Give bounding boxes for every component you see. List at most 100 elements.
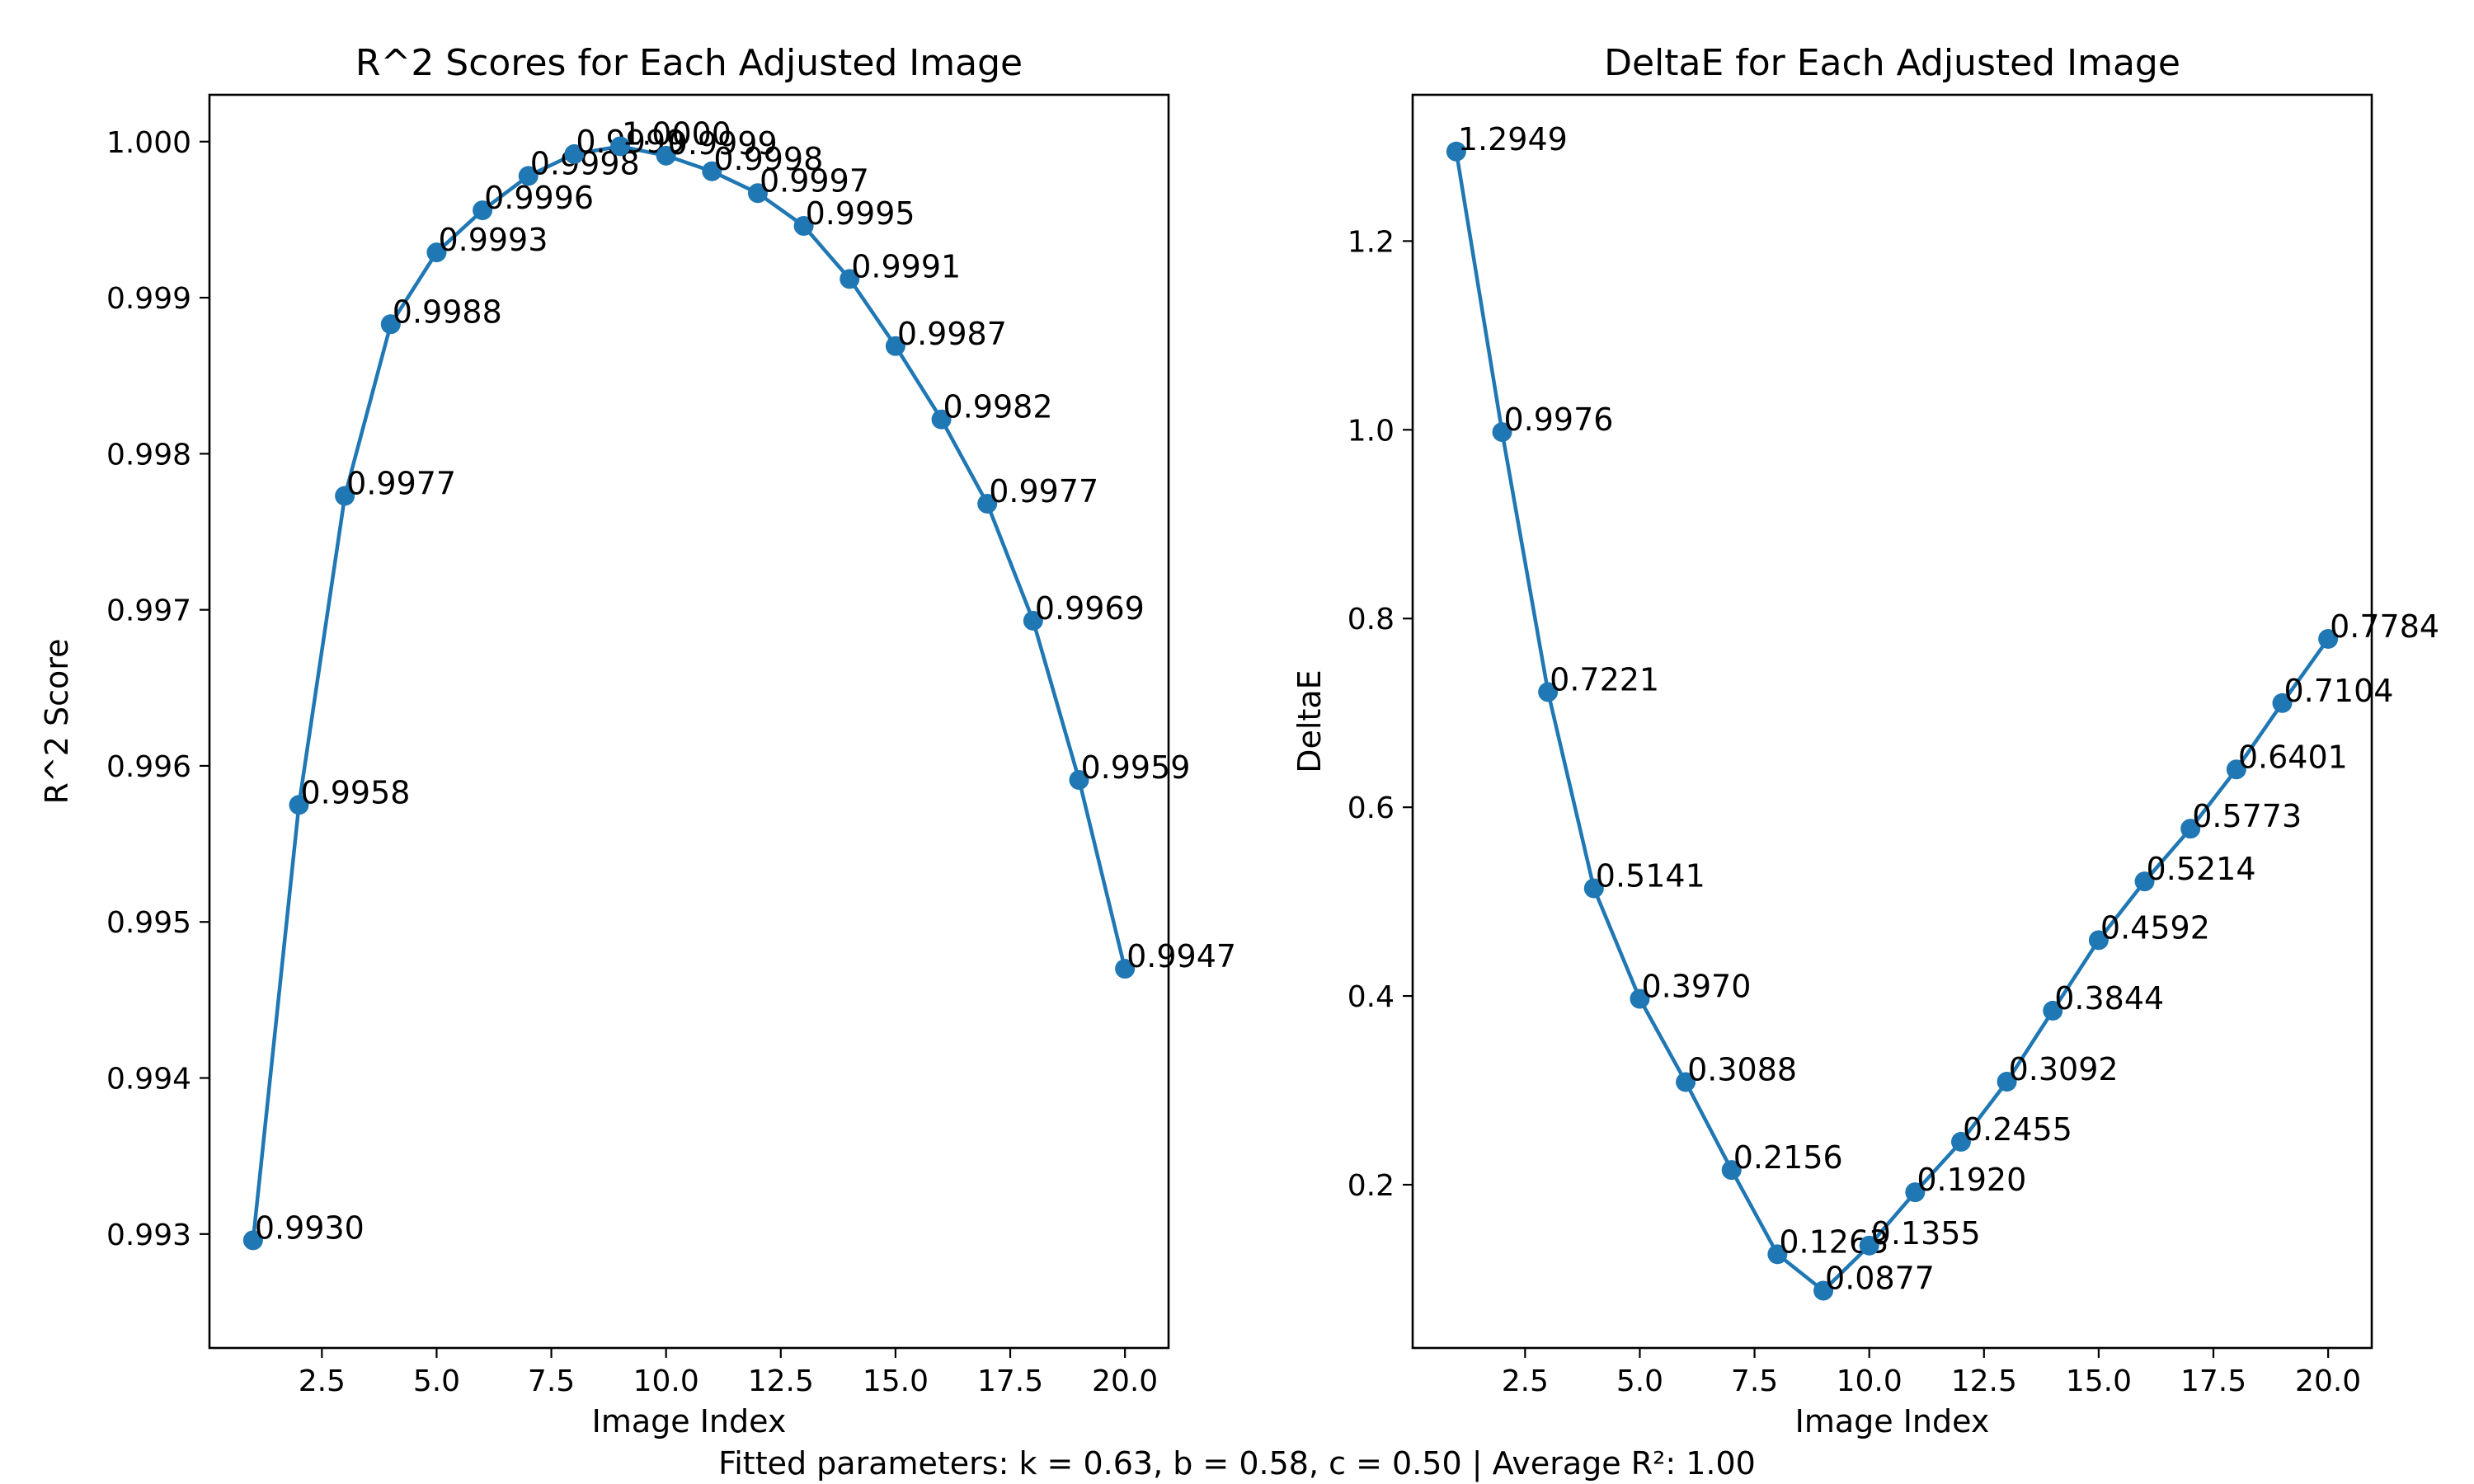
deltae-data-point [2088,930,2109,951]
r2-data-label: 0.9977 [989,473,1098,510]
r2-data-label: 0.9987 [897,316,1007,352]
r2-y-tick-label: 0.994 [106,1063,191,1097]
deltae-data-point [1583,878,1604,899]
deltae-data-label: 0.5214 [2147,851,2256,887]
deltae-data-label: 0.4592 [2100,909,2210,946]
r2-data-point [242,1230,263,1251]
r2-y-tick-label: 0.998 [106,438,191,472]
r2-data-point [564,143,585,164]
r2-chart-panel: R^2 Scores for Each Adjusted Image 2.5 5.0… [39,42,1236,1439]
r2-data-point [977,493,998,514]
r2-data-point [380,314,401,335]
deltae-x-tick-label: 15.0 [2066,1364,2132,1398]
deltae-y-axis-label: DeltaE [1291,669,1328,773]
deltae-data-label: 0.2455 [1963,1111,2072,1148]
r2-y-tick-label: 0.996 [106,750,191,784]
r2-data-label: 1.0000 [622,115,731,152]
r2-x-tick-label: 2.5 [299,1364,346,1398]
deltae-data-point [1630,989,1650,1009]
deltae-data-point [1950,1131,1971,1152]
deltae-data-point [2226,759,2246,780]
deltae-data-point [2043,1000,2063,1021]
deltae-data-label: 0.7104 [2284,673,2393,709]
deltae-y-tick-label: 0.8 [1348,603,1395,636]
r2-data-point [1115,959,1136,979]
r2-y-axis-label: R^2 Score [39,639,75,805]
r2-data-label: 0.9991 [851,248,961,284]
r2-x-tick-label: 15.0 [863,1364,929,1398]
deltae-data-point [1767,1244,1788,1265]
deltae-data-label: 0.0877 [1825,1261,1935,1297]
deltae-data-point [2180,819,2201,839]
deltae-data-label: 0.3970 [1641,969,1751,1005]
r2-data-label: 0.9947 [1126,938,1236,974]
r2-data-point [473,200,493,221]
r2-data-label: 0.9930 [255,1209,365,1246]
r2-data-label: 0.9999 [668,125,778,162]
deltae-data-point [1446,141,1466,162]
r2-data-label: 0.9988 [393,294,502,330]
deltae-y-tick-label: 0.6 [1348,791,1395,825]
r2-data-point [885,336,905,356]
deltae-data-point [1859,1235,1879,1256]
r2-data-point [610,136,631,157]
deltae-x-tick-label: 17.5 [2180,1364,2246,1398]
r2-data-label: 0.9995 [806,195,915,232]
deltae-x-tick-label: 2.5 [1502,1364,1549,1398]
r2-data-label: 0.9996 [484,180,594,216]
r2-chart-title: R^2 Scores for Each Adjusted Image [355,42,1023,84]
r2-y-tick-label: 0.997 [106,594,191,628]
deltae-x-tick-label: 10.0 [1837,1364,1903,1398]
r2-data-point [747,183,768,204]
r2-data-point [335,486,355,506]
deltae-data-point [1813,1280,1834,1301]
deltae-data-point [1721,1160,1742,1181]
r2-data-label: 0.9977 [346,465,456,501]
r2-data-point [931,409,952,430]
deltae-y-tick-label: 1.0 [1348,414,1395,448]
deltae-data-label: 0.3088 [1687,1051,1797,1087]
r2-y-tick-label: 0.999 [106,282,191,316]
fitted-parameters-caption: Fitted parameters: k = 0.63, b = 0.58, c… [718,1445,1756,1482]
deltae-data-point [2272,693,2293,713]
r2-y-tick-label: 0.995 [106,906,191,940]
deltae-data-label: 1.2949 [1458,121,1568,157]
deltae-data-point [2134,871,2155,892]
r2-data-label: 0.9998 [713,141,823,177]
deltae-data-label: 0.3844 [2054,980,2164,1017]
r2-series-line [251,144,1127,1241]
r2-x-tick-label: 10.0 [633,1364,699,1398]
r2-data-label: 0.9997 [760,162,869,199]
r2-data-label: 0.9969 [1035,590,1145,627]
r2-x-tick-label: 20.0 [1092,1364,1158,1398]
deltae-y-tick-label: 0.2 [1348,1169,1395,1203]
deltae-data-label: 0.5141 [1596,857,1705,894]
deltae-x-axis-label: Image Index [1795,1403,1990,1439]
deltae-data-point [2318,628,2339,649]
r2-y-tick-label: 1.000 [106,126,191,160]
deltae-data-label: 0.1355 [1871,1215,1981,1252]
r2-x-tick-label: 7.5 [528,1364,575,1398]
r2-data-label: 0.9959 [1080,749,1190,786]
r2-x-tick-label: 12.5 [748,1364,814,1398]
deltae-data-label: 0.9976 [1504,402,1614,438]
deltae-data-point [1492,422,1512,443]
deltae-data-label: 0.1920 [1917,1162,2026,1198]
deltae-x-tick-label: 12.5 [1951,1364,2017,1398]
deltae-data-point [1538,682,1559,702]
deltae-x-tick-label: 7.5 [1731,1364,1778,1398]
r2-data-point [702,161,722,181]
deltae-data-label: 0.7221 [1550,661,1659,697]
deltae-y-tick-label: 0.4 [1348,980,1395,1014]
deltae-data-label: 0.7784 [2330,608,2439,645]
deltae-data-label: 0.3092 [2009,1051,2119,1087]
deltae-data-point [1905,1182,1926,1203]
deltae-chart-title: DeltaE for Each Adjusted Image [1604,42,2180,84]
deltae-series-line [1454,151,2330,1293]
r2-data-label: 0.9982 [943,389,1053,425]
deltae-chart-panel: DeltaE for Each Adjusted Image 2.5 5.0 7.5 1… [1291,42,2439,1439]
deltae-data-point [1997,1072,2017,1092]
r2-x-tick-label: 17.5 [977,1364,1043,1398]
r2-x-axis-label: Image Index [592,1403,787,1439]
r2-data-label: 0.9958 [301,774,411,810]
